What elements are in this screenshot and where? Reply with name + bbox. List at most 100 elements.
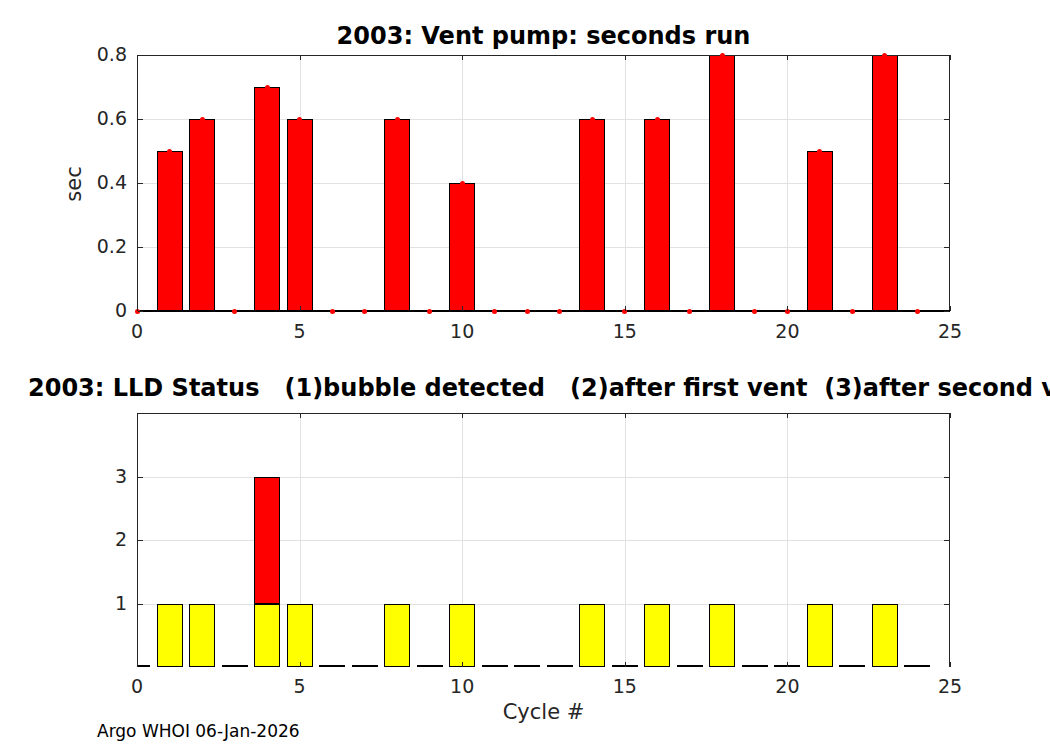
x-tick-mark <box>300 306 301 311</box>
marker-dot <box>200 117 205 122</box>
plot-top-spine <box>137 413 950 414</box>
marker-dot <box>460 181 465 186</box>
y-tick-label: 0.6 <box>77 107 127 129</box>
y-tick-mark <box>138 183 143 184</box>
x-tick-mark-top <box>137 413 138 418</box>
y-tick-mark <box>138 119 143 120</box>
plot-bottom-spine <box>137 310 950 312</box>
y-tick-mark <box>138 311 143 312</box>
x-tick-label: 15 <box>600 320 650 342</box>
y-tick-label: 0.8 <box>77 43 127 65</box>
marker-dot <box>557 309 562 314</box>
bar-x23 <box>872 55 898 311</box>
x-tick-mark-top <box>787 55 788 60</box>
marker-dot <box>395 117 400 122</box>
x-tick-label: 0 <box>112 320 162 342</box>
y-tick-mark-right <box>944 604 949 605</box>
bar-x8 <box>384 119 410 311</box>
bar-x1 <box>157 604 183 668</box>
y-tick-label: 0 <box>77 299 127 321</box>
bar-x1 <box>157 151 183 311</box>
y-tick-label: 2 <box>77 528 127 550</box>
zero-bar-dash <box>514 665 540 668</box>
bar-x18 <box>709 604 735 668</box>
y-tick-mark <box>138 540 143 541</box>
y-tick-mark-right <box>944 247 949 248</box>
marker-dot <box>330 309 335 314</box>
x-tick-label: 5 <box>275 320 325 342</box>
bar-x18 <box>709 55 735 311</box>
bar-x16 <box>644 119 670 311</box>
marker-dot <box>915 309 920 314</box>
x-tick-label: 0 <box>112 675 162 697</box>
marker-dot <box>817 149 822 154</box>
x-tick-mark-top <box>300 55 301 60</box>
zero-bar-dash <box>417 665 443 668</box>
plot-right-spine <box>949 55 950 311</box>
marker-dot <box>167 149 172 154</box>
x-tick-mark <box>137 662 138 667</box>
y-tick-mark <box>138 55 143 56</box>
x-tick-mark-top <box>787 413 788 418</box>
bar-x16 <box>644 604 670 668</box>
x-tick-label: 25 <box>925 675 975 697</box>
marker-dot <box>265 85 270 90</box>
plot-right-spine <box>949 413 950 667</box>
marker-dot <box>232 309 237 314</box>
marker-dot <box>720 53 725 58</box>
x-tick-label: 15 <box>600 675 650 697</box>
x-tick-label: 25 <box>925 320 975 342</box>
y-tick-mark <box>138 604 143 605</box>
zero-bar-dash <box>222 665 248 668</box>
bar-x4 <box>254 604 280 668</box>
zero-bar-dash <box>839 665 865 668</box>
marker-dot <box>427 309 432 314</box>
y-tick-label: 3 <box>77 465 127 487</box>
x-tick-label: 20 <box>762 675 812 697</box>
lld-status-chart-title: 2003: LLD Status (1)bubble detected (2)a… <box>28 374 1050 402</box>
x-tick-mark <box>462 306 463 311</box>
marker-dot <box>687 309 692 314</box>
zero-bar-dash <box>742 665 768 668</box>
vent-pump-chart-title: 2003: Vent pump: seconds run <box>137 22 950 50</box>
zero-bar-dash <box>319 665 345 668</box>
bar-x2 <box>189 119 215 311</box>
x-tick-mark-top <box>950 55 951 60</box>
zero-bar-dash <box>904 665 930 668</box>
y-tick-mark-right <box>944 119 949 120</box>
x-tick-mark <box>625 662 626 667</box>
marker-dot <box>492 309 497 314</box>
y-tick-mark <box>138 247 143 248</box>
x-tick-mark <box>625 306 626 311</box>
bar-x2 <box>189 604 215 668</box>
x-tick-mark-top <box>462 55 463 60</box>
bar-x8 <box>384 604 410 668</box>
x-tick-label: 10 <box>437 320 487 342</box>
y-tick-mark-right <box>944 477 949 478</box>
marker-dot <box>362 309 367 314</box>
plot-top-spine <box>137 55 950 56</box>
x-tick-mark-top <box>625 55 626 60</box>
bar-x21 <box>807 151 833 311</box>
x-tick-label: 5 <box>275 675 325 697</box>
zero-bar-dash <box>352 665 378 668</box>
figure-canvas: 2003: Vent pump: seconds run sec 0510152… <box>0 0 1050 750</box>
bar-x4 <box>254 477 280 604</box>
marker-dot <box>590 117 595 122</box>
x-tick-mark-top <box>300 413 301 418</box>
x-tick-mark <box>787 662 788 667</box>
bar-x14 <box>579 604 605 668</box>
bar-x5 <box>287 604 313 668</box>
bar-x23 <box>872 604 898 668</box>
footer-timestamp: Argo WHOI 06-Jan-2026 <box>97 721 300 741</box>
marker-dot <box>297 117 302 122</box>
zero-bar-dash <box>482 665 508 668</box>
x-tick-mark-top <box>462 413 463 418</box>
x-tick-label: 10 <box>437 675 487 697</box>
x-tick-mark <box>787 306 788 311</box>
y-tick-mark-right <box>944 55 949 56</box>
bar-x4 <box>254 87 280 311</box>
bar-x10 <box>449 183 475 311</box>
x-tick-label: 20 <box>762 320 812 342</box>
zero-bar-dash <box>547 665 573 668</box>
